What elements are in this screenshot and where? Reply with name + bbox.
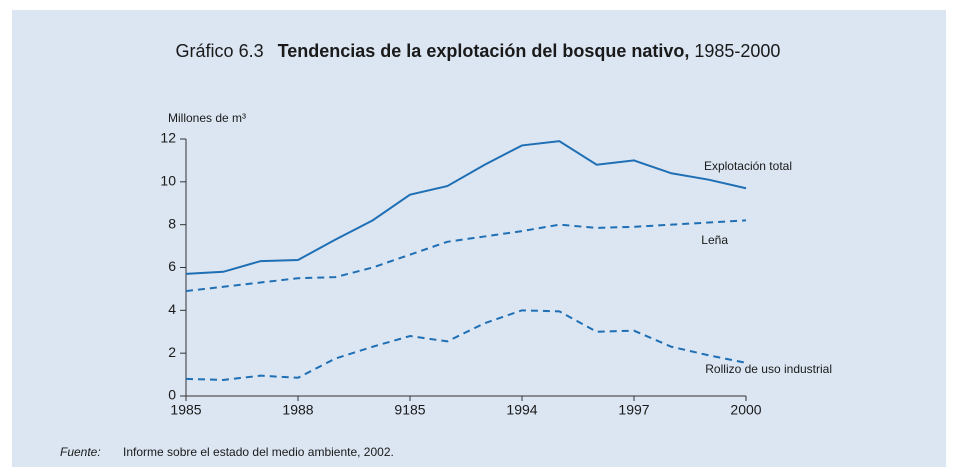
series-line <box>185 219 747 293</box>
source-label: Fuente: <box>60 445 101 459</box>
series-line <box>185 309 747 381</box>
y-tick-label: 2 <box>168 344 176 360</box>
panel <box>12 10 946 467</box>
series-label: Rollizo de uso industrial <box>705 362 832 376</box>
series-line <box>185 140 747 275</box>
y-axis-label: Millones de m³ <box>168 111 246 125</box>
title-main: Tendencias de la explotación del bosque … <box>278 41 690 61</box>
title-prefix: Gráfico 6.3 <box>176 41 264 61</box>
title-years: 1985-2000 <box>694 41 780 61</box>
y-tick-label: 8 <box>168 215 176 231</box>
x-tick-label: 1994 <box>506 402 537 418</box>
x-tick-label: 2000 <box>730 402 761 418</box>
y-tick-label: 0 <box>168 387 176 403</box>
series-label: Leña <box>701 233 728 247</box>
x-tick-label: 1985 <box>170 402 201 418</box>
chart-title: Gráfico 6.3 Tendencias de la explotación … <box>176 41 781 61</box>
x-tick-label: 1997 <box>618 402 649 418</box>
source: Informe sobre el estado del medio ambien… <box>123 445 394 459</box>
x-tick-label: 1988 <box>282 402 313 418</box>
y-tick-label: 4 <box>168 301 176 317</box>
y-tick-label: 12 <box>160 130 176 146</box>
series-label: Explotación total <box>704 159 792 173</box>
y-tick-label: 10 <box>160 173 176 189</box>
x-tick-label: 9185 <box>394 402 425 418</box>
y-tick-label: 6 <box>168 258 176 274</box>
